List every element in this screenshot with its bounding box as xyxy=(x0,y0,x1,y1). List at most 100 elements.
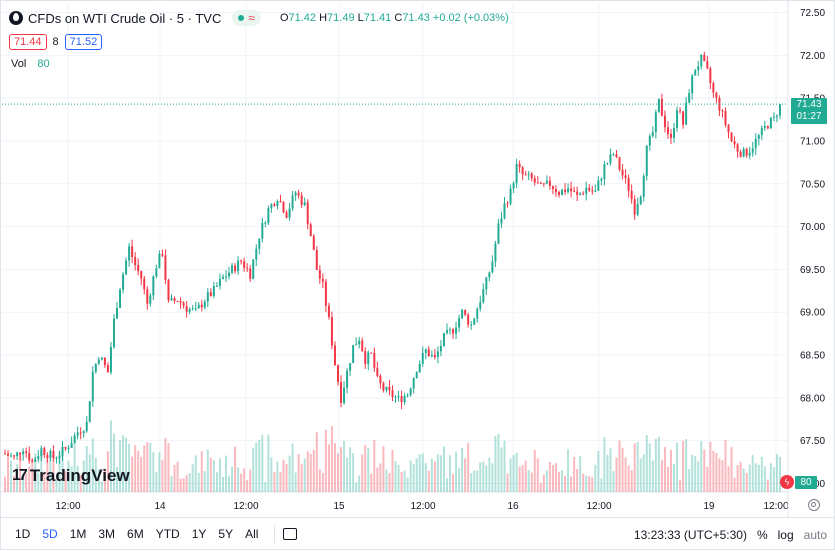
volume-bar xyxy=(367,447,370,492)
candle-body xyxy=(125,260,128,275)
bar-countdown: 01:27 xyxy=(796,111,822,123)
candle-body xyxy=(666,127,669,134)
candle-body xyxy=(567,188,570,192)
percent-toggle[interactable]: % xyxy=(756,527,768,542)
candle-body xyxy=(379,375,382,384)
volume-bar xyxy=(754,463,757,492)
range-button-1y[interactable]: 1Y xyxy=(191,527,207,541)
volume-bar xyxy=(231,466,234,492)
range-button-all[interactable]: All xyxy=(245,527,259,541)
candle-body xyxy=(763,126,766,128)
symbol-title[interactable]: CFDs on WTI Crude Oil · 5 · TVC xyxy=(28,10,222,26)
volume-bar xyxy=(249,469,252,492)
ohlc-open: 71.42 xyxy=(288,12,317,24)
ask-button[interactable]: 71.52 xyxy=(64,34,103,50)
calendar-icon[interactable] xyxy=(283,528,298,540)
candle-body xyxy=(697,66,700,71)
volume-bar xyxy=(212,460,215,492)
volume-bar xyxy=(67,460,70,492)
volume-bar xyxy=(415,458,418,492)
bottom-toolbar: 1D 5D 1M 3M 6M YTD 1Y 5Y All 13:23:33 (UTC+5:30)… xyxy=(0,517,835,550)
candle-body xyxy=(449,329,452,331)
volume-bar xyxy=(539,483,542,492)
candle-body xyxy=(176,300,179,302)
candle-body xyxy=(73,435,76,444)
candle-body xyxy=(206,292,209,302)
candle-body xyxy=(303,202,306,205)
candle-body xyxy=(352,344,355,364)
candle-body xyxy=(336,365,339,382)
range-button-1d[interactable]: 1D xyxy=(15,527,31,541)
price-chart[interactable]: 67.0067.5068.0068.5069.0069.5070.0070.50… xyxy=(0,0,835,517)
volume-bar xyxy=(243,468,246,492)
candle-body xyxy=(700,54,703,67)
market-status-pill[interactable]: ≈ xyxy=(232,10,261,26)
candle-body xyxy=(321,278,324,282)
candle-body xyxy=(76,432,79,436)
y-tick-label: 71.00 xyxy=(800,136,825,147)
volume-bar xyxy=(364,444,367,492)
candle-body xyxy=(757,135,760,139)
candle-body xyxy=(116,307,119,319)
bid-button[interactable]: 71.44 xyxy=(9,34,47,50)
candle-body xyxy=(455,327,458,334)
volume-bar xyxy=(10,460,13,492)
volume-legend[interactable]: Vol 80 xyxy=(11,58,50,70)
volume-bar xyxy=(694,456,697,492)
clock-timezone[interactable]: 13:23:33 (UTC+5:30) xyxy=(633,527,747,542)
x-tick-label: 14 xyxy=(154,501,166,512)
volume-bar xyxy=(533,449,536,492)
candle-body xyxy=(267,208,270,223)
candle-body xyxy=(276,201,279,206)
volume-bar xyxy=(564,475,567,492)
range-button-5d[interactable]: 5D xyxy=(42,527,58,541)
candle-body xyxy=(433,355,436,358)
candle-body xyxy=(355,344,358,346)
candle-body xyxy=(243,261,246,268)
volume-bar xyxy=(379,463,382,492)
candle-body xyxy=(573,191,576,193)
lightning-icon[interactable]: ϟ xyxy=(780,475,794,489)
tradingview-logo[interactable]: 17 TradingView xyxy=(12,466,130,486)
current-price-label: 71.43 01:27 xyxy=(791,98,827,125)
volume-bar xyxy=(146,442,149,492)
range-button-6m[interactable]: 6M xyxy=(127,527,144,541)
volume-bar xyxy=(103,470,106,492)
volume-bar xyxy=(582,473,585,492)
candle-body xyxy=(473,318,476,325)
gear-icon[interactable] xyxy=(808,499,820,511)
auto-toggle[interactable]: auto xyxy=(803,527,827,542)
y-tick-label: 69.00 xyxy=(800,308,825,319)
symbol-logo-icon xyxy=(9,11,23,25)
candle-body xyxy=(406,394,409,396)
candle-body xyxy=(694,70,697,76)
range-button-ytd[interactable]: YTD xyxy=(155,527,180,541)
volume-bar xyxy=(455,451,458,492)
candle-body xyxy=(31,460,34,462)
candle-body xyxy=(530,173,533,179)
volume-bar xyxy=(64,470,67,492)
x-tick-label: 12:00 xyxy=(233,501,258,512)
candle-body xyxy=(376,367,379,376)
range-button-5y[interactable]: 5Y xyxy=(218,527,234,541)
candle-body xyxy=(146,289,149,304)
volume-bar xyxy=(143,445,146,492)
log-toggle[interactable]: log xyxy=(777,527,794,542)
volume-bar xyxy=(158,452,161,492)
candle-body xyxy=(285,212,288,218)
candle-body xyxy=(669,133,672,138)
volume-bar xyxy=(164,437,167,492)
range-button-1m[interactable]: 1M xyxy=(69,527,87,541)
candle-body xyxy=(103,357,106,366)
candle-body xyxy=(409,388,412,395)
candle-body xyxy=(252,259,255,279)
volume-bar xyxy=(561,470,564,492)
candle-body xyxy=(691,75,694,94)
wave-icon: ≈ xyxy=(248,11,255,25)
volume-bar xyxy=(588,476,591,492)
candle-body xyxy=(167,279,170,301)
range-button-3m[interactable]: 3M xyxy=(98,527,116,541)
candle-body xyxy=(58,455,61,459)
candle-body xyxy=(391,390,394,398)
volume-bar xyxy=(606,454,609,492)
